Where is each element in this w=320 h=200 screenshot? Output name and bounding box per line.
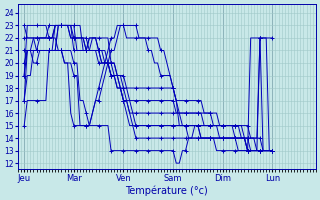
- X-axis label: Température (°c): Température (°c): [125, 185, 208, 196]
